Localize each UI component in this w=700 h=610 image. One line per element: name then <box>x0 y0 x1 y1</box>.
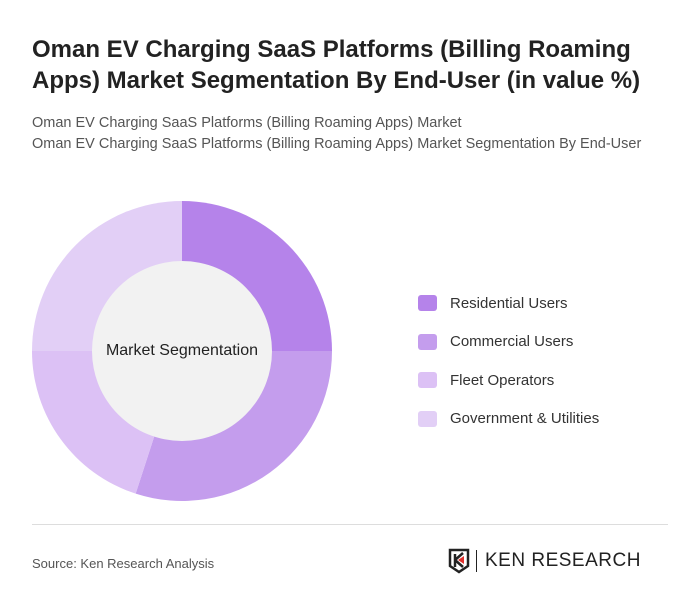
legend-item[interactable]: Commercial Users <box>418 323 599 362</box>
donut-center-label: Market Segmentation <box>105 342 259 359</box>
donut-hole <box>92 261 272 441</box>
legend-label: Government & Utilities <box>450 410 600 428</box>
ken-research-logo: KEN RESEARCH <box>448 548 641 574</box>
legend-swatch <box>418 295 437 312</box>
legend-label: Fleet Operators <box>450 371 555 389</box>
chart-subtitle: Oman EV Charging SaaS Platforms (Billing… <box>32 115 462 131</box>
legend-item[interactable]: Residential Users <box>418 284 599 323</box>
source-note: Source: Ken Research Analysis <box>32 556 215 571</box>
chart-title: Oman EV Charging SaaS Platforms (Billing… <box>32 36 641 94</box>
legend-label: Residential Users <box>450 294 568 312</box>
legend-swatch <box>418 372 437 389</box>
legend-swatch <box>418 410 437 427</box>
divider <box>32 524 668 525</box>
logo-text: KEN RESEARCH <box>485 550 641 571</box>
chart-subtitle-2: Oman EV Charging SaaS Platforms (Billing… <box>32 136 642 152</box>
legend-swatch <box>418 333 437 350</box>
legend-label: Commercial Users <box>450 333 574 351</box>
legend-item[interactable]: Government & Utilities <box>418 400 599 439</box>
ken-logo-icon <box>448 548 470 574</box>
legend: Residential Users Commercial Users Fleet… <box>418 284 599 438</box>
legend-item[interactable]: Fleet Operators <box>418 361 599 400</box>
